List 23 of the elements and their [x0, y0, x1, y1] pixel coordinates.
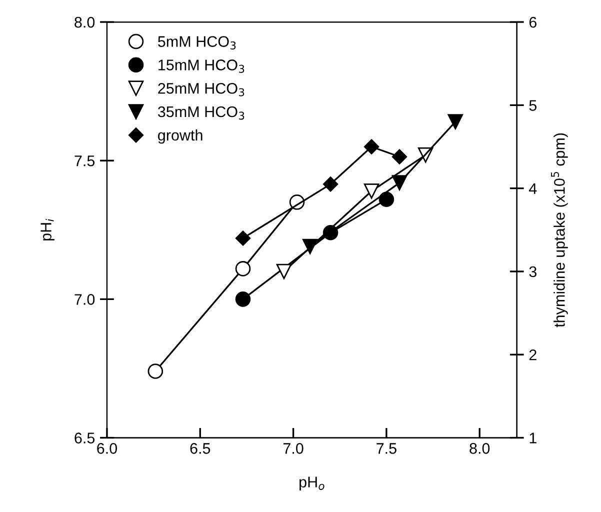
y2-tick-label: 2	[529, 349, 536, 360]
legend-label: growth	[158, 129, 202, 144]
x-tick-label: 8.0	[470, 443, 490, 454]
y2-tick-label: 1	[530, 432, 536, 444]
x-tick-label: 7.5	[376, 443, 396, 454]
y-tick-label: 7.5	[74, 156, 95, 166]
legend-label: 35mM HCO$_{3}$	[158, 106, 244, 120]
x-tick-label: 6.0	[97, 443, 117, 454]
y2-axis-title: thymidine uptake (x10$^{5}$ cpm)	[551, 133, 568, 328]
x-axis-title: pH$_{o}$	[300, 476, 324, 490]
y2-tick-label: 4	[529, 183, 537, 194]
legend-label: 15mM HCO$_{3}$	[158, 60, 244, 73]
y2-tick-label: 6	[529, 16, 536, 28]
y-tick-label: 6.5	[74, 432, 95, 444]
y-tick-label: 8.0	[74, 16, 95, 28]
y2-tick-label: 3	[529, 266, 536, 278]
y-axis-title: pH$_{i}$	[40, 218, 54, 240]
legend-label: 25mM HCO$_{3}$	[158, 82, 244, 96]
legend-label: 5mM HCO$_{3}$	[158, 36, 236, 50]
x-tick-label: 6.5	[190, 443, 210, 454]
x-tick-label: 7.0	[283, 443, 304, 454]
y-tick-label: 7.0	[74, 294, 95, 305]
y2-tick-label: 5	[529, 100, 537, 111]
